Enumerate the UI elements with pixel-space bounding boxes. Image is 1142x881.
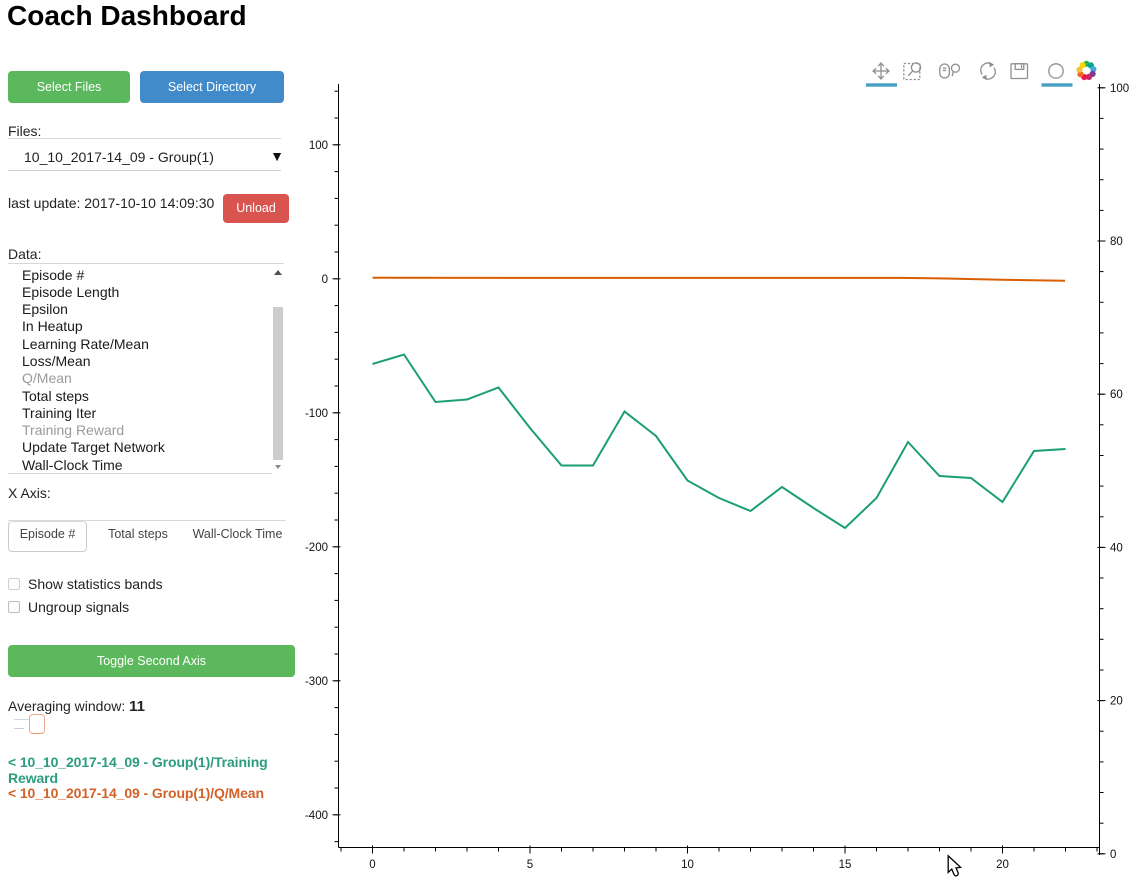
- svg-text:15: 15: [839, 859, 852, 871]
- svg-text:100: 100: [309, 140, 328, 152]
- svg-text:0: 0: [322, 274, 328, 286]
- svg-text:-100: -100: [305, 408, 328, 420]
- svg-text:100: 100: [1110, 83, 1129, 95]
- svg-text:20: 20: [996, 859, 1009, 871]
- svg-text:0: 0: [369, 859, 375, 871]
- svg-text:0: 0: [1110, 849, 1116, 861]
- svg-text:5: 5: [527, 859, 533, 871]
- svg-text:10: 10: [681, 859, 694, 871]
- svg-text:-400: -400: [305, 810, 328, 822]
- svg-text:20: 20: [1110, 696, 1123, 708]
- svg-text:-200: -200: [305, 542, 328, 554]
- svg-text:-300: -300: [305, 676, 328, 688]
- svg-text:60: 60: [1110, 389, 1123, 401]
- svg-text:40: 40: [1110, 542, 1123, 554]
- svg-text:80: 80: [1110, 236, 1123, 248]
